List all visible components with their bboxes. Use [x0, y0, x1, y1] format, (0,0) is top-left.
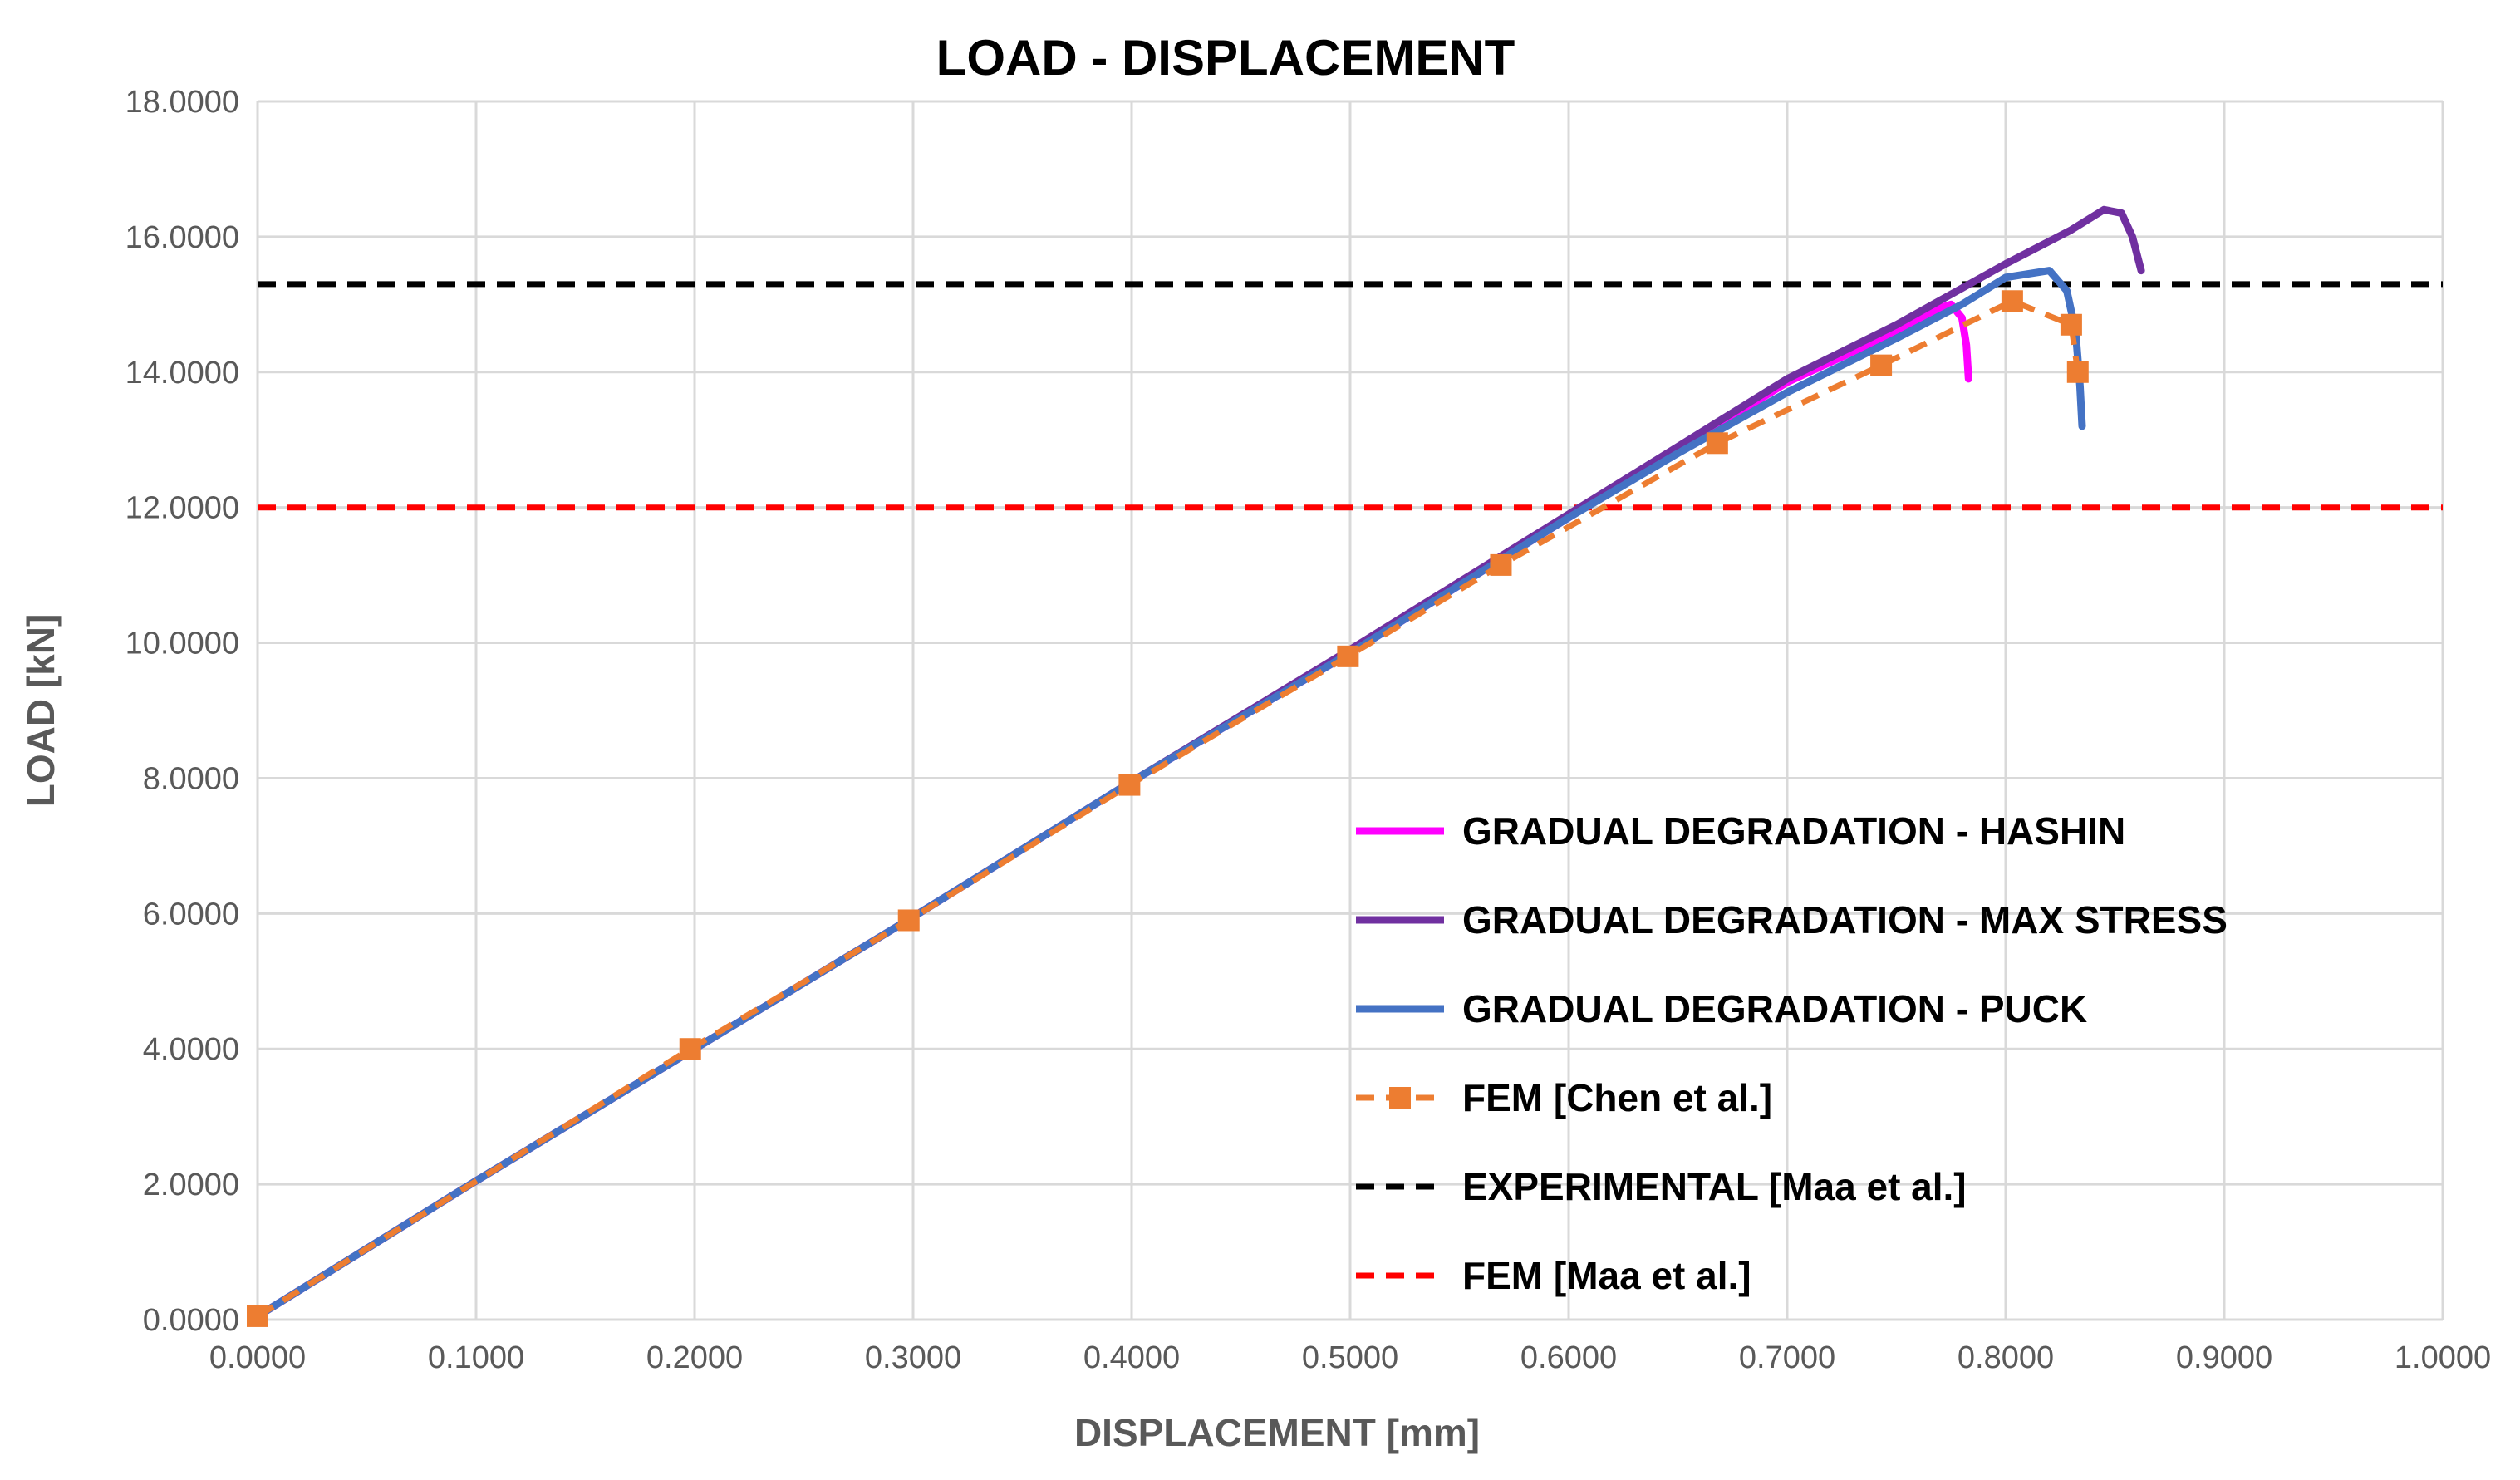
x-tick-label: 0.6000 — [1520, 1340, 1617, 1375]
x-tick-label: 0.4000 — [1083, 1340, 1180, 1375]
y-tick-label: 10.0000 — [125, 627, 239, 661]
x-axis-label: DISPLACEMENT [mm] — [1074, 1411, 1480, 1454]
x-tick-label: 0.2000 — [646, 1340, 743, 1375]
x-tick-label: 0.9000 — [2176, 1340, 2272, 1375]
y-axis-label: LOAD [kN] — [19, 614, 62, 808]
series-marker-3 — [2066, 361, 2089, 383]
series-marker-3 — [2060, 313, 2082, 336]
grid — [256, 100, 2444, 1321]
ticks: 0.0000 2.0000 4.0000 6.0000 8.0000 10.0000 12.… — [125, 85, 2491, 1375]
series-marker-3 — [1706, 432, 1728, 455]
x-tick-label: 0.1000 — [428, 1340, 524, 1375]
x-tick-label: 0.0000 — [209, 1340, 306, 1375]
y-tick-label: 8.0000 — [143, 761, 239, 796]
chart-title: LOAD - DISPLACEMENT — [936, 30, 1515, 86]
series-line-2 — [253, 267, 2086, 1320]
legend: GRADUAL DEGRADATION - HASHIN GRADUAL DEGR… — [1356, 809, 2228, 1297]
x-tick-label: 0.3000 — [865, 1340, 961, 1375]
series-marker-3 — [1118, 774, 1141, 796]
x-tick-label: 0.7000 — [1739, 1340, 1835, 1375]
x-tick-label: 0.8000 — [1958, 1340, 2054, 1375]
legend-label-5: FEM [Maa et al.] — [1462, 1254, 1751, 1297]
y-tick-label: 12.0000 — [125, 491, 239, 526]
y-tick-label: 18.0000 — [125, 85, 239, 120]
legend-label-0: GRADUAL DEGRADATION - HASHIN — [1462, 809, 2125, 853]
y-tick-label: 16.0000 — [125, 220, 239, 255]
legend-label-3: FEM [Chen et al.] — [1462, 1076, 1772, 1119]
y-tick-label: 6.0000 — [143, 897, 239, 932]
series-layer — [247, 205, 2443, 1327]
legend-marker-3 — [1389, 1087, 1411, 1109]
x-tick-label: 1.0000 — [2395, 1340, 2491, 1375]
y-tick-label: 4.0000 — [143, 1032, 239, 1067]
x-tick-label: 0.5000 — [1302, 1340, 1398, 1375]
y-tick-label: 14.0000 — [125, 356, 239, 391]
series-marker-3 — [1337, 645, 1359, 667]
legend-label-1: GRADUAL DEGRADATION - MAX STRESS — [1462, 898, 2228, 942]
y-tick-label: 0.0000 — [143, 1303, 239, 1338]
series-marker-3 — [247, 1305, 268, 1327]
series-marker-3 — [897, 909, 920, 932]
series-marker-3 — [679, 1038, 701, 1060]
series-marker-3 — [1870, 354, 1893, 376]
legend-label-2: GRADUAL DEGRADATION - PUCK — [1462, 987, 2087, 1030]
series-marker-3 — [1490, 553, 1512, 576]
y-tick-label: 2.0000 — [143, 1168, 239, 1202]
legend-label-4: EXPERIMENTAL [Maa et al.] — [1462, 1165, 1967, 1208]
series-marker-3 — [2001, 290, 2023, 312]
